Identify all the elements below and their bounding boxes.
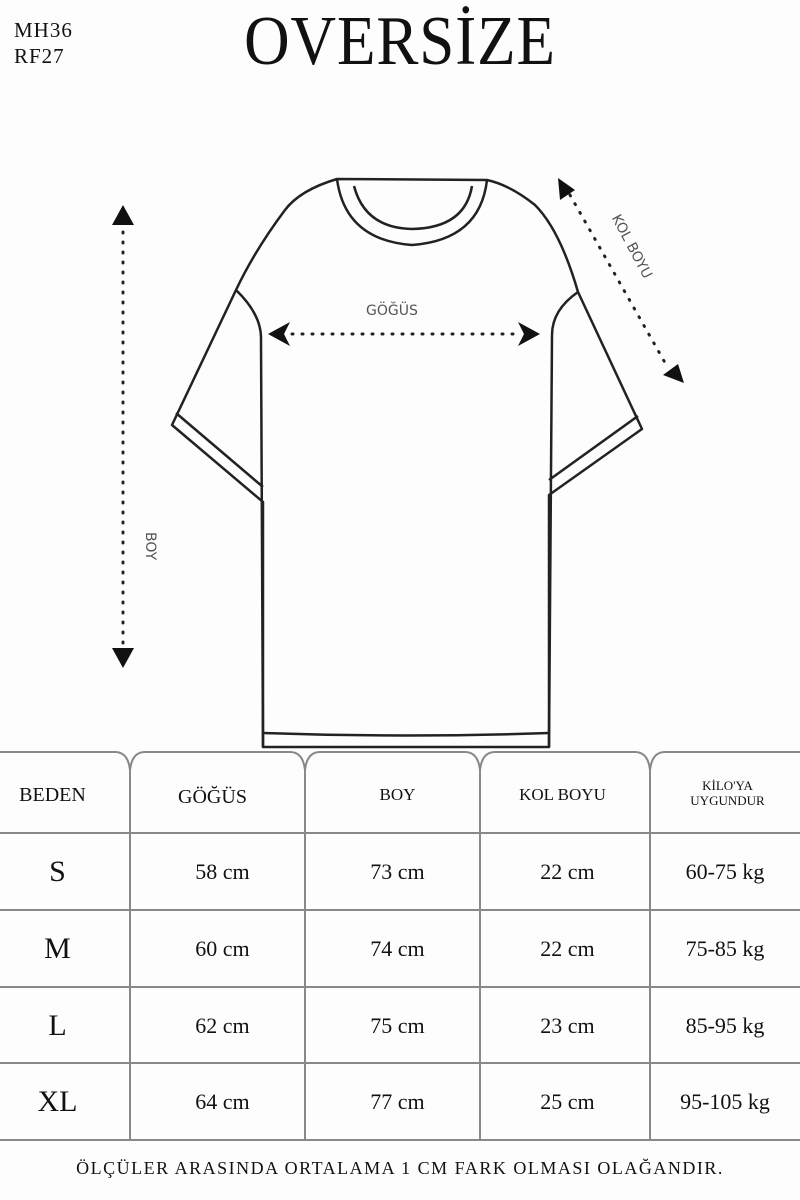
arrow-right-icon: [518, 322, 540, 346]
cell-weight: 85-95 kg: [685, 1012, 765, 1038]
arrow-down-icon: [112, 648, 134, 668]
cell-size: XL: [37, 1084, 78, 1118]
arrow-left-icon: [268, 322, 290, 346]
header-kol-boyu: KOL BOYU: [519, 785, 606, 804]
chest-label: GÖĞÜS: [366, 303, 418, 319]
cell-length: 77 cm: [370, 1088, 425, 1114]
cell-sleeve: 22 cm: [540, 858, 595, 884]
table-grid: [0, 751, 800, 1141]
cell-length: 73 cm: [370, 858, 425, 884]
tshirt-outline: [170, 177, 644, 749]
cell-weight: 75-85 kg: [685, 935, 765, 961]
cell-chest: 60 cm: [195, 935, 250, 961]
cell-size: S: [49, 854, 66, 888]
cell-sleeve: 25 cm: [540, 1088, 595, 1114]
header-gogus: GÖĞÜS: [178, 785, 247, 808]
cell-weight: 95-105 kg: [680, 1088, 770, 1114]
header-beden: BEDEN: [19, 783, 86, 806]
arrow-up-left-icon: [558, 178, 575, 200]
cell-weight: 60-75 kg: [685, 858, 765, 884]
cell-size: M: [44, 931, 71, 965]
page-title: OVERSİZE: [244, 3, 556, 80]
cell-size: L: [48, 1008, 67, 1042]
cell-length: 75 cm: [370, 1012, 425, 1038]
header-boy: BOY: [379, 785, 416, 804]
footer-note: ÖLÇÜLER ARASINDA ORTALAMA 1 CM FARK OLMA…: [76, 1158, 724, 1178]
sleeve-dotted-line: [568, 193, 670, 370]
header-kilo: KİLO'YA UYGUNDUR: [690, 778, 765, 808]
arrow-down-right-icon: [663, 364, 684, 383]
arrow-up-icon: [112, 205, 134, 225]
cell-chest: 64 cm: [195, 1088, 250, 1114]
length-label: BOY: [142, 532, 158, 561]
product-code-1: MH36: [14, 18, 73, 42]
product-code-2: RF27: [14, 44, 65, 68]
cell-sleeve: 23 cm: [540, 1012, 595, 1038]
cell-chest: 62 cm: [195, 1012, 250, 1038]
cell-chest: 58 cm: [195, 858, 250, 884]
cell-sleeve: 22 cm: [540, 935, 595, 961]
cell-length: 74 cm: [370, 935, 425, 961]
